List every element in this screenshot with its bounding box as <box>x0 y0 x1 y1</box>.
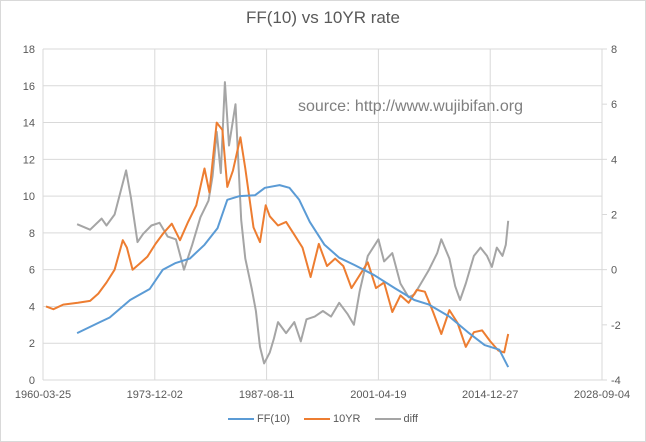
y-tick-label: 14 <box>23 118 35 130</box>
y2-tick-label: 4 <box>611 154 617 166</box>
y-tick-label: 16 <box>23 81 35 93</box>
series-line-10yr <box>45 121 510 354</box>
legend-swatch <box>303 418 330 420</box>
legend-label: diff <box>403 413 418 425</box>
y-tick-label: 4 <box>29 301 35 313</box>
y2-tick-label: -2 <box>611 320 621 332</box>
x-tick-label: 2001-04-19 <box>350 389 406 401</box>
chart-title: FF(10) vs 10YR rate <box>246 8 400 27</box>
y2-tick-label: 6 <box>611 99 617 111</box>
legend: FF(10) 10YR diff <box>0 413 646 425</box>
legend-item: diff <box>374 413 418 425</box>
x-tick-label: 1960-03-25 <box>15 389 71 401</box>
y-tick-label: 10 <box>23 191 35 203</box>
y2-tick-label: 2 <box>611 210 617 222</box>
gridlines <box>43 48 602 380</box>
y2-tick-label: 0 <box>611 265 617 277</box>
y-tick-label: 12 <box>23 154 35 166</box>
legend-label: FF(10) <box>256 413 290 425</box>
series-lines <box>45 81 510 368</box>
x-tick-label: 1973-12-02 <box>127 389 183 401</box>
tick-labels: 0 2 4 6 8 10 12 14 16 18 1960-03-25 1973-12-02 1987-… <box>15 44 630 401</box>
legend-swatch <box>227 418 254 420</box>
legend-item: 10YR <box>303 413 361 425</box>
x-tick-label: 2014-12-27 <box>462 389 518 401</box>
y-tick-label: 0 <box>29 375 35 387</box>
series-line-diff <box>76 81 510 365</box>
series-line-ff-10 <box>76 184 510 368</box>
y-tick-label: 2 <box>29 338 35 350</box>
x-tick-label: 1987-08-11 <box>239 389 294 401</box>
axes <box>42 48 607 381</box>
y-tick-label: 18 <box>23 44 35 56</box>
source-annotation: source: http://www.wujibifan.org <box>298 98 523 115</box>
legend-label: 10YR <box>332 413 361 425</box>
y-tick-label: 8 <box>29 228 35 240</box>
legend-swatch <box>374 418 401 420</box>
y-tick-label: 6 <box>29 265 35 277</box>
x-tick-label: 2028-09-04 <box>574 389 630 401</box>
legend-item: FF(10) <box>227 413 290 425</box>
y2-tick-label: -4 <box>611 375 621 387</box>
y2-tick-label: 8 <box>611 44 617 56</box>
